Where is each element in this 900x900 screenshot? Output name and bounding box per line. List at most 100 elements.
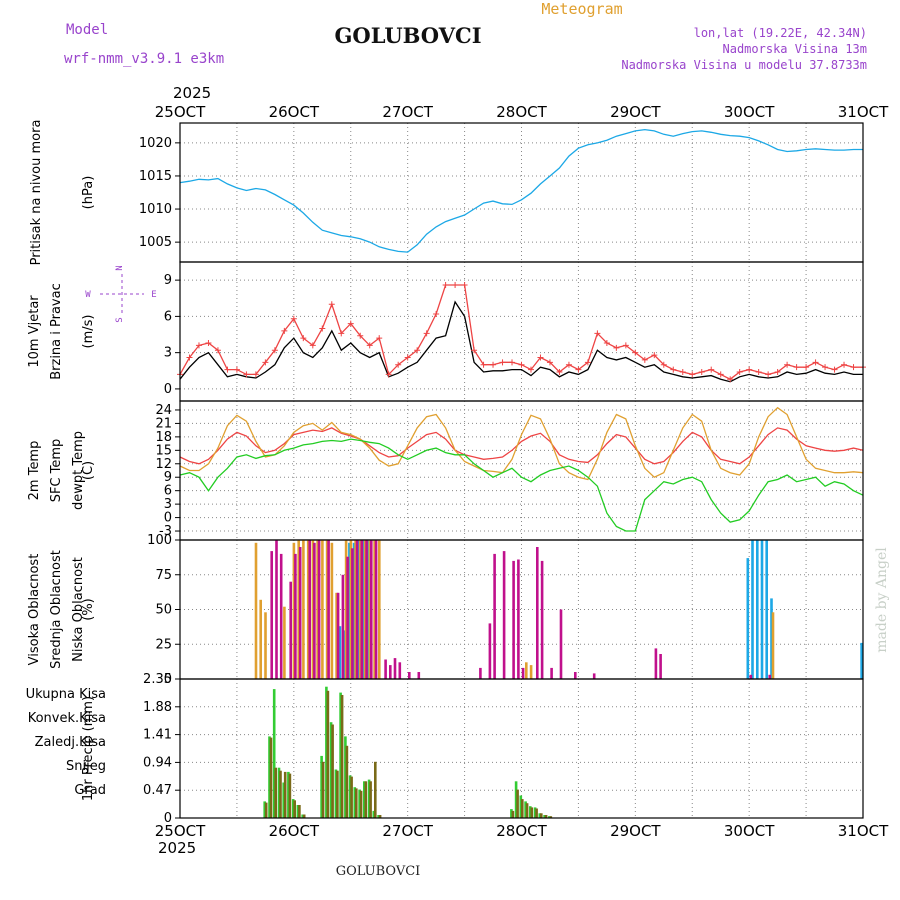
bar [860,642,863,679]
gust-marker [727,376,734,383]
gust-marker [385,371,392,378]
gust-marker [736,368,743,375]
panel-1: 0 3 6 9 (m/s) 10m Vjetar Brzina i Pravac [27,261,866,402]
gust-marker [195,342,202,349]
bar [550,667,553,679]
bar [408,672,411,679]
bar [339,692,342,818]
x-tick-label-top: 30OCT [724,103,775,121]
x-tick-label-top: 27OCT [382,103,433,121]
bar [359,790,363,818]
bar [533,807,537,818]
bar [321,761,325,818]
bar [746,558,750,679]
bar [302,814,306,818]
bar [363,540,367,679]
gust-marker [509,359,516,366]
bar [592,673,596,679]
bar [354,540,357,679]
bar [330,542,334,679]
x-tick-label-top: 29OCT [610,103,661,121]
bar [493,553,496,679]
gust-marker [423,330,430,337]
y-tick-label: 1020 [139,136,172,151]
bar [398,662,402,679]
bar [771,612,775,679]
bar [279,770,282,818]
footer-station: GOLUBOVCI [336,864,421,879]
y-tick-label: 2.35 [143,672,172,687]
bar [348,542,351,679]
model-elevation-label: Nadmorska Visina u modelu 37.8733m [621,58,867,72]
y-tick-label: 0 [164,811,172,826]
bar [283,771,287,818]
y-tick-label: 6 [164,484,172,499]
panel-ylabel: Brzina i Pravac [49,283,64,380]
gust-marker [698,368,705,375]
y-tick-label: 12 [155,457,172,472]
bar [369,781,372,818]
gust-marker [755,368,762,375]
gust-marker [214,347,221,354]
bar [359,540,362,679]
gust-marker [309,342,316,349]
compass-west-label: W [85,290,91,300]
bar [367,779,371,818]
gust-marker [841,361,848,368]
bar [543,815,546,818]
y-tick-label: 9 [164,273,172,288]
bar [514,781,518,818]
gust-marker [233,366,240,373]
gust-marker [784,361,791,368]
gust-marker [584,359,591,366]
gust-marker [641,356,648,363]
gust-marker [243,371,250,378]
gust-marker [689,371,696,378]
bar [351,548,354,679]
y-tick-label: 3 [164,346,172,361]
coords-label: lon,lat (19.22E, 42.34N) [694,26,867,40]
x-tick-label-bottom: 29OCT [610,822,661,840]
bar [264,802,268,818]
bar [549,816,553,818]
bar [544,815,548,818]
bar [574,672,577,679]
gust-marker [518,361,525,368]
bar [296,805,300,818]
panel-ylabel: Pritisak na nivou mora [29,120,44,266]
bar [389,665,392,679]
bar [367,540,370,679]
bar [355,788,358,818]
bar [279,553,283,679]
bar [378,815,382,818]
bar [331,724,334,818]
bar [272,689,276,818]
bar [521,667,525,679]
panel-ylabel: Srednja Oblacnost [49,550,64,669]
y-tick-label: 0 [164,511,172,526]
gust-marker [565,361,572,368]
bar [374,761,377,818]
bar [321,540,324,679]
elevation-label: Nadmorska Visina 13m [723,42,868,56]
x-tick-label-bottom: 27OCT [382,822,433,840]
gust-marker [480,361,487,368]
bar [479,667,482,679]
bar [344,736,347,818]
gust-marker [594,330,601,337]
y-tick-label: 25 [155,637,172,652]
bar [365,540,368,679]
bar [372,810,376,818]
gust-marker [319,325,326,332]
bar [355,540,359,679]
series-line-2m-temp [179,427,864,465]
panel-ylabel: Niska Oblacnost [71,557,86,662]
product-title: Meteogram [541,0,622,18]
watermark: made by Angel [874,547,890,653]
y-tick-label: 0 [164,672,172,687]
compass-south-label: S [115,317,125,322]
gust-marker [746,366,753,373]
panel-unit: (hPa) [81,176,96,210]
series-line-sfc-temp [179,406,864,481]
